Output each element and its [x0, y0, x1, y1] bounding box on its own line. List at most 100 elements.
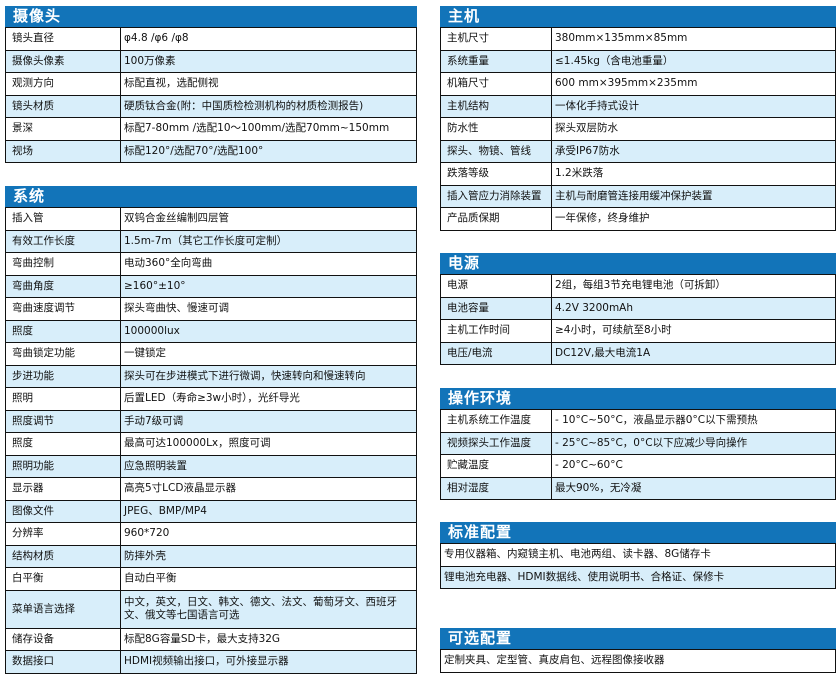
config-item: 定制夹具、定型管、真皮肩包、远程图像接收器 — [440, 649, 836, 673]
spec-value: 承受IP67防水 — [551, 139, 836, 163]
spec-value: - 20°C~60°C — [551, 454, 836, 478]
spec-label: 图像文件 — [5, 499, 121, 523]
spec-label: 电池容量 — [440, 296, 552, 320]
spec-label: 照度 — [5, 432, 121, 456]
spec-value: 探头双层防水 — [551, 117, 836, 141]
spec-value: - 10°C~50°C，液晶显示器0°C以下需预热 — [551, 409, 836, 433]
table-row: 镜头材质 硬质钛合金(附：中国质检检测机构的材质检测报告) — [5, 94, 417, 118]
section-left-0: 摄像头 镜头直径 φ4.8 /φ6 /φ8 摄像头像素 100万像素 观测方向 标配直视，选… — [5, 6, 417, 163]
table-row: 图像文件 JPEG、BMP/MP4 — [5, 499, 417, 523]
spec-label: 弯曲控制 — [5, 252, 121, 276]
table-row: 产品质保期 一年保修，终身维护 — [440, 207, 836, 231]
table-row: 主机系统工作温度 - 10°C~50°C，液晶显示器0°C以下需预热 — [440, 409, 836, 433]
section-title: 标准配置 — [440, 522, 836, 543]
spec-value: 主机与耐磨管连接用缓冲保护装置 — [551, 184, 836, 208]
table-row: 有效工作长度 1.5m-7m（其它工作长度可定制） — [5, 229, 417, 253]
spec-value: 100000lux — [120, 319, 417, 343]
spec-table: 主机系统工作温度 - 10°C~50°C，液晶显示器0°C以下需预热 视频探头工作… — [440, 409, 836, 500]
table-row: 插入管应力消除装置 主机与耐磨管连接用缓冲保护装置 — [440, 184, 836, 208]
section-right-2: 操作环境 主机系统工作温度 - 10°C~50°C，液晶显示器0°C以下需预热 视频… — [440, 388, 836, 500]
spec-value: 一键锁定 — [120, 342, 417, 366]
spec-label: 照度 — [5, 319, 121, 343]
spec-label: 白平衡 — [5, 567, 121, 591]
table-row: 分辨率 960*720 — [5, 522, 417, 546]
spec-label: 机箱尺寸 — [440, 72, 552, 96]
spec-value: 标配直视，选配侧视 — [120, 72, 417, 96]
spec-value: 2组，每组3节充电锂电池（可拆卸） — [551, 274, 836, 298]
table-row: 贮藏温度 - 20°C~60°C — [440, 454, 836, 478]
config-item: 专用仪器箱、内窥镜主机、电池两组、读卡器、8G储存卡 — [440, 543, 836, 567]
table-row: 景深 标配7-80mm /选配10～100mm/选配70mm~150mm — [5, 117, 417, 141]
table-row: 照度 100000lux — [5, 319, 417, 343]
spec-label: 电压/电流 — [440, 341, 552, 365]
spec-label: 主机工作时间 — [440, 319, 552, 343]
table-row: 主机工作时间 ≥4小时，可续航至8小时 — [440, 319, 836, 343]
spec-label: 弯曲锁定功能 — [5, 342, 121, 366]
spec-value: 4.2V 3200mAh — [551, 296, 836, 320]
table-row: 步进功能 探头可在步进模式下进行微调，快速转向和慢速转向 — [5, 364, 417, 388]
spec-value: 防摔外壳 — [120, 544, 417, 568]
spec-label: 镜头直径 — [5, 27, 121, 51]
spec-value: 600 mm×395mm×235mm — [551, 72, 836, 96]
table-row: 电源 2组，每组3节充电锂电池（可拆卸） — [440, 274, 836, 298]
table-row: 系统重量 ≤1.45kg（含电池重量） — [440, 49, 836, 73]
spec-label: 镜头材质 — [5, 94, 121, 118]
spec-label: 视场 — [5, 139, 121, 163]
spec-label: 步进功能 — [5, 364, 121, 388]
spec-label: 插入管 — [5, 207, 121, 231]
spec-value: 双钨合金丝编制四层管 — [120, 207, 417, 231]
spec-value: 最高可达100000Lx，照度可调 — [120, 432, 417, 456]
table-row: 电压/电流 DC12V,最大电流1A — [440, 341, 836, 365]
section-title: 系统 — [5, 186, 417, 207]
section-title: 电源 — [440, 253, 836, 274]
table-row: 储存设备 标配8G容量SD卡，最大支持32G — [5, 627, 417, 651]
spec-value: 1.2米跌落 — [551, 162, 836, 186]
spec-label: 弯曲速度调节 — [5, 297, 121, 321]
table-row: 照明功能 应急照明装置 — [5, 454, 417, 478]
spec-label: 结构材质 — [5, 544, 121, 568]
table-row: 照明 后置LED（寿命≥3w小时），光纤导光 — [5, 387, 417, 411]
table-row: 主机尺寸 380mm×135mm×85mm — [440, 27, 836, 51]
spec-label: 储存设备 — [5, 627, 121, 651]
table-row: 主机结构 一体化手持式设计 — [440, 94, 836, 118]
spec-label: 贮藏温度 — [440, 454, 552, 478]
spec-table: 镜头直径 φ4.8 /φ6 /φ8 摄像头像素 100万像素 观测方向 标配直视，选配侧视… — [5, 27, 417, 163]
section-left-1: 系统 插入管 双钨合金丝编制四层管 有效工作长度 1.5m-7m（其它工作长度可定制）… — [5, 186, 417, 674]
section-right-3: 标准配置 专用仪器箱、内窥镜主机、电池两组、读卡器、8G储存卡 锂电池充电器、HDM… — [440, 522, 836, 589]
spec-value: 探头弯曲快、慢速可调 — [120, 297, 417, 321]
table-row: 机箱尺寸 600 mm×395mm×235mm — [440, 72, 836, 96]
spec-value: 最大90%，无冷凝 — [551, 476, 836, 500]
spec-value: 一体化手持式设计 — [551, 94, 836, 118]
spec-value: 标配8G容量SD卡，最大支持32G — [120, 627, 417, 651]
spec-label: 弯曲角度 — [5, 274, 121, 298]
spec-label: 照明功能 — [5, 454, 121, 478]
spec-value: 探头可在步进模式下进行微调，快速转向和慢速转向 — [120, 364, 417, 388]
table-row: 视频探头工作温度 - 25°C~85°C，0°C以下应减少导向操作 — [440, 431, 836, 455]
section-title: 摄像头 — [5, 6, 417, 27]
spec-value: ≤1.45kg（含电池重量） — [551, 49, 836, 73]
spec-value: 380mm×135mm×85mm — [551, 27, 836, 51]
section-title: 可选配置 — [440, 628, 836, 649]
spec-label: 有效工作长度 — [5, 229, 121, 253]
table-row: 视场 标配120°/选配70°/选配100° — [5, 139, 417, 163]
table-row: 跌落等级 1.2米跌落 — [440, 162, 836, 186]
spec-value: 硬质钛合金(附：中国质检检测机构的材质检测报告) — [120, 94, 417, 118]
table-row: 锂电池充电器、HDMI数据线、使用说明书、合格证、保修卡 — [440, 565, 836, 589]
spec-label: 照度调节 — [5, 409, 121, 433]
table-row: 弯曲速度调节 探头弯曲快、慢速可调 — [5, 297, 417, 321]
spec-value: JPEG、BMP/MP4 — [120, 499, 417, 523]
spec-label: 显示器 — [5, 477, 121, 501]
table-row: 照度调节 手动7级可调 — [5, 409, 417, 433]
section-right-0: 主机 主机尺寸 380mm×135mm×85mm 系统重量 ≤1.45kg（含电池重量）… — [440, 6, 836, 231]
spec-label: 数据接口 — [5, 650, 121, 674]
spec-value: DC12V,最大电流1A — [551, 341, 836, 365]
spec-value: φ4.8 /φ6 /φ8 — [120, 27, 417, 51]
spec-value: - 25°C~85°C，0°C以下应减少导向操作 — [551, 431, 836, 455]
spec-table: 定制夹具、定型管、真皮肩包、远程图像接收器 — [440, 649, 836, 673]
spec-label: 摄像头像素 — [5, 49, 121, 73]
table-row: 防水性 探头双层防水 — [440, 117, 836, 141]
spec-label: 主机结构 — [440, 94, 552, 118]
spec-value: 后置LED（寿命≥3w小时），光纤导光 — [120, 387, 417, 411]
spec-label: 相对湿度 — [440, 476, 552, 500]
table-row: 相对湿度 最大90%，无冷凝 — [440, 476, 836, 500]
